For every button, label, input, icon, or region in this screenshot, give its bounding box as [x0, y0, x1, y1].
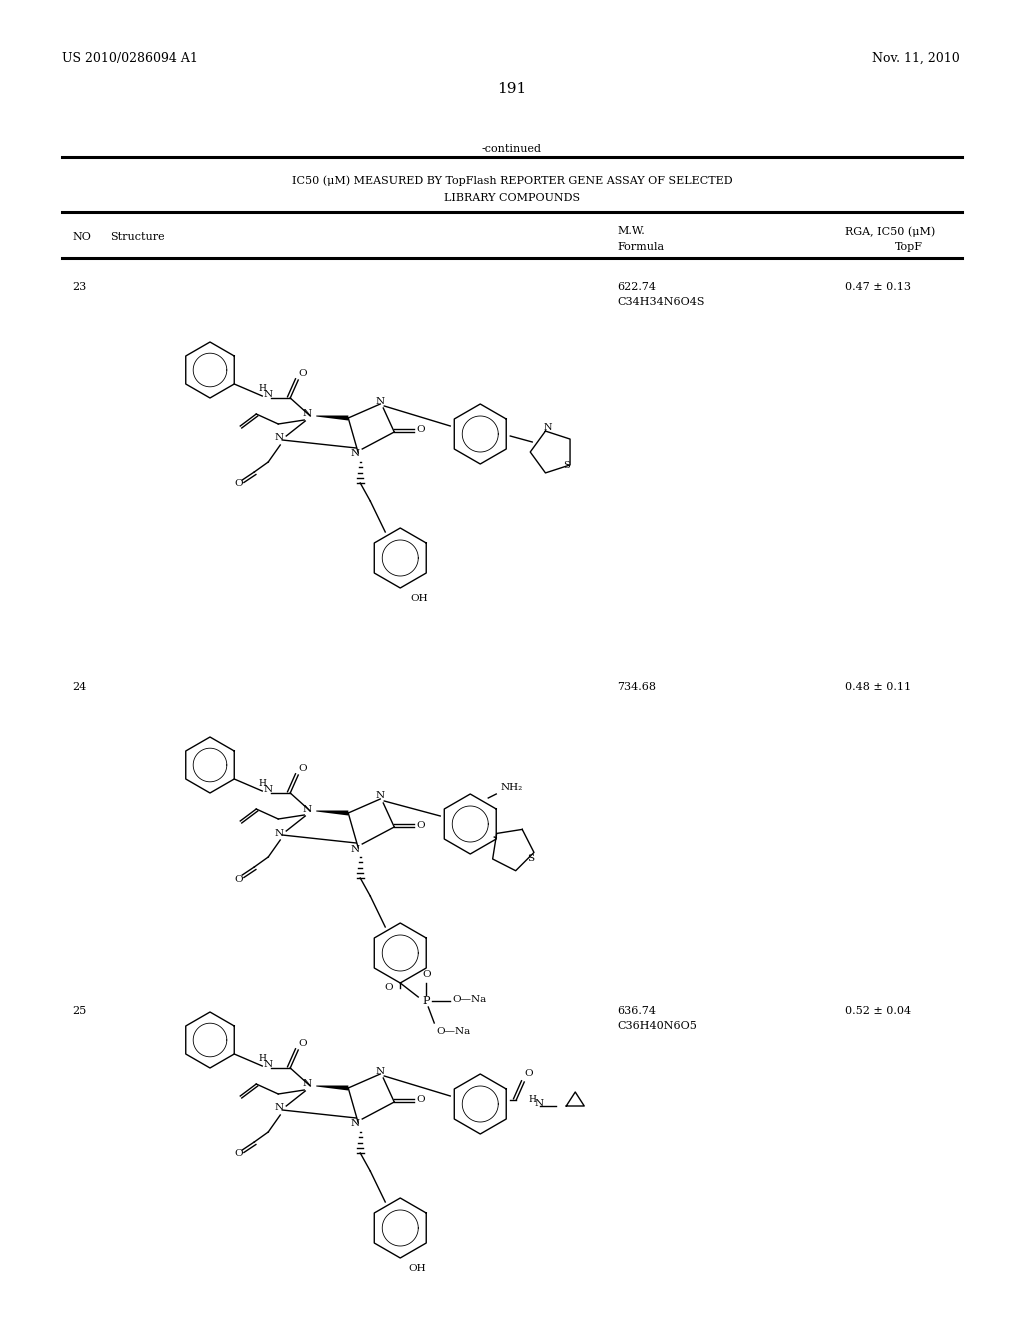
Text: N: N — [376, 792, 385, 800]
Text: N: N — [303, 1080, 312, 1089]
Text: N: N — [274, 829, 284, 837]
Text: O: O — [524, 1069, 532, 1078]
Text: 0.48 ± 0.11: 0.48 ± 0.11 — [845, 682, 911, 692]
Text: O: O — [298, 764, 307, 774]
Text: 734.68: 734.68 — [617, 682, 656, 692]
Text: O: O — [234, 479, 243, 488]
Text: N: N — [303, 804, 312, 813]
Text: H: H — [528, 1096, 537, 1104]
Text: O: O — [422, 970, 430, 979]
Text: C34H34N6O4S: C34H34N6O4S — [617, 297, 705, 308]
Text: 25: 25 — [72, 1006, 86, 1016]
Text: N: N — [350, 1119, 359, 1129]
Text: N: N — [376, 1067, 385, 1076]
Text: M.W.: M.W. — [617, 226, 645, 236]
Text: NO: NO — [72, 232, 91, 242]
Text: O—Na: O—Na — [453, 994, 486, 1003]
Text: N: N — [263, 1060, 272, 1069]
Text: O: O — [416, 821, 425, 829]
Text: S: S — [526, 854, 534, 863]
Text: LIBRARY COMPOUNDS: LIBRARY COMPOUNDS — [444, 193, 580, 203]
Text: S: S — [563, 461, 569, 470]
Text: OH: OH — [409, 1265, 426, 1272]
Polygon shape — [316, 416, 348, 421]
Text: P: P — [423, 997, 430, 1006]
Text: TopF: TopF — [895, 242, 923, 252]
Text: H: H — [258, 1053, 266, 1063]
Text: 636.74: 636.74 — [617, 1006, 656, 1016]
Text: H: H — [258, 779, 266, 788]
Text: 191: 191 — [498, 82, 526, 96]
Text: O: O — [298, 370, 307, 378]
Text: N: N — [535, 1100, 544, 1107]
Text: H: H — [258, 384, 266, 393]
Text: N: N — [263, 785, 272, 795]
Text: N: N — [350, 845, 359, 854]
Text: N: N — [303, 409, 312, 418]
Text: C36H40N6O5: C36H40N6O5 — [617, 1020, 697, 1031]
Text: N: N — [274, 433, 284, 442]
Polygon shape — [316, 1085, 348, 1090]
Text: 24: 24 — [72, 682, 86, 692]
Polygon shape — [316, 810, 348, 816]
Text: NH₂: NH₂ — [501, 783, 522, 792]
Text: US 2010/0286094 A1: US 2010/0286094 A1 — [62, 51, 198, 65]
Text: RGA, IC50 (μM): RGA, IC50 (μM) — [845, 226, 935, 236]
Text: IC50 (μM) MEASURED BY TopFlash REPORTER GENE ASSAY OF SELECTED: IC50 (μM) MEASURED BY TopFlash REPORTER … — [292, 176, 732, 186]
Text: 0.47 ± 0.13: 0.47 ± 0.13 — [845, 282, 911, 292]
Text: O: O — [234, 1150, 243, 1159]
Text: O: O — [234, 874, 243, 883]
Text: N: N — [544, 422, 553, 432]
Text: O: O — [298, 1039, 307, 1048]
Text: N: N — [350, 450, 359, 458]
Text: 0.52 ± 0.04: 0.52 ± 0.04 — [845, 1006, 911, 1016]
Text: Nov. 11, 2010: Nov. 11, 2010 — [872, 51, 961, 65]
Text: O: O — [416, 1096, 425, 1105]
Text: O: O — [384, 983, 392, 993]
Text: N: N — [274, 1104, 284, 1113]
Text: 23: 23 — [72, 282, 86, 292]
Text: O: O — [416, 425, 425, 434]
Text: N: N — [376, 396, 385, 405]
Text: -continued: -continued — [482, 144, 542, 154]
Text: N: N — [263, 389, 272, 399]
Text: Formula: Formula — [617, 242, 665, 252]
Text: 622.74: 622.74 — [617, 282, 656, 292]
Text: OH: OH — [411, 594, 428, 603]
Text: O—Na: O—Na — [436, 1027, 470, 1036]
Text: Structure: Structure — [110, 232, 165, 242]
